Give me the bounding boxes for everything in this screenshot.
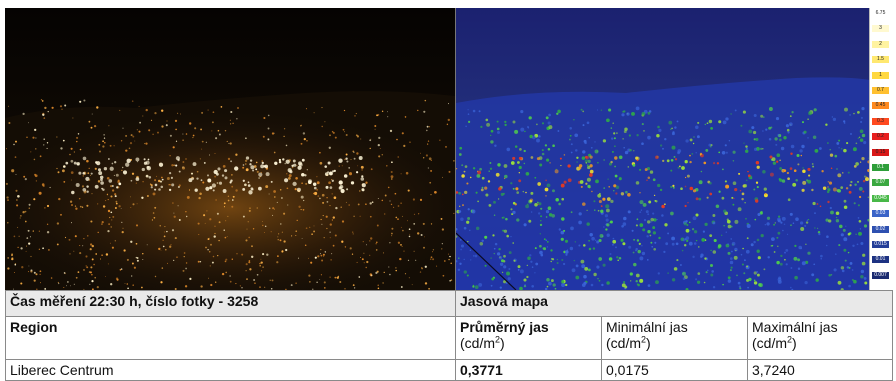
avg-unit-exp: 2	[495, 334, 501, 345]
avg-value-cell: 0,3771	[455, 359, 602, 381]
scale-label: 0.01	[872, 256, 889, 264]
images-row: 6.75 3 2 1.5 1 0.7 0.45 0.3 0.2 0.15 0.1 0.07 0.045 0…	[5, 8, 892, 290]
avg-column-label: Průměrný jas	[460, 319, 549, 335]
max-unit-suffix: )	[792, 335, 797, 351]
min-unit-exp: 2	[641, 334, 647, 345]
avg-unit: (cd/m2)	[460, 335, 505, 351]
max-column-header: Maximální jas (cd/m2)	[746, 316, 894, 360]
region-column-label: Region	[10, 319, 58, 335]
night-city-photo-image	[5, 8, 455, 290]
scale-label: 6.75	[872, 10, 889, 17]
scale-label: 3	[872, 25, 889, 33]
scale-label: 0.45	[872, 102, 889, 110]
scale-label: 0.7	[872, 87, 889, 94]
avg-unit-prefix: (cd/m	[460, 335, 495, 351]
scale-label: 0.015	[872, 241, 889, 248]
luminance-table: Čas měření 22:30 h, číslo fotky - 3258 J…	[5, 290, 894, 381]
avg-unit-suffix: )	[500, 335, 505, 351]
scale-label: 1.5	[872, 56, 889, 64]
avg-column-header: Průměrný jas (cd/m2)	[455, 316, 602, 360]
scale-label: 0.007	[872, 271, 889, 279]
max-value-cell: 3,7240	[746, 359, 894, 381]
min-column-label: Minimální jas	[606, 319, 688, 335]
scale-label: 0.07	[872, 179, 889, 187]
min-unit: (cd/m2)	[606, 335, 651, 351]
region-cell: Liberec Centrum	[5, 359, 456, 381]
max-unit-exp: 2	[787, 334, 793, 345]
min-column-header: Minimální jas (cd/m2)	[601, 316, 748, 360]
min-unit-prefix: (cd/m	[606, 335, 641, 351]
scale-label: 0.2	[872, 133, 889, 141]
scale-label: 0.15	[872, 148, 889, 156]
max-unit: (cd/m2)	[752, 335, 797, 351]
luminance-map-image	[455, 8, 870, 290]
night-city-photo	[5, 8, 455, 290]
scale-label: 2	[872, 40, 889, 48]
scale-label: 0.1	[872, 164, 889, 171]
min-unit-suffix: )	[646, 335, 651, 351]
scale-label: 0.045	[872, 194, 889, 202]
luminance-scale-legend: 6.75 3 2 1.5 1 0.7 0.45 0.3 0.2 0.15 0.1 0.07 0.045 0…	[869, 8, 892, 290]
scale-label: 1	[872, 71, 889, 79]
scale-label: 0.3	[872, 117, 889, 125]
min-value-cell: 0,0175	[601, 359, 748, 381]
photo-header-cell: Čas měření 22:30 h, číslo fotky - 3258	[5, 290, 456, 317]
max-column-label: Maximální jas	[752, 319, 838, 335]
luminance-map: 6.75 3 2 1.5 1 0.7 0.45 0.3 0.2 0.15 0.1 0.07 0.045 0…	[454, 8, 892, 290]
map-header-cell: Jasová mapa	[454, 290, 894, 317]
scale-label: 0.02	[872, 225, 889, 233]
scale-label: 0.03	[872, 210, 889, 218]
column-header-row: Region Průměrný jas (cd/m2) Minimální ja…	[5, 316, 894, 360]
region-column-header: Region	[5, 316, 456, 360]
table-header-row: Čas měření 22:30 h, číslo fotky - 3258 J…	[5, 290, 894, 317]
table-row: Liberec Centrum 0,3771 0,0175 3,7240	[5, 359, 894, 381]
max-unit-prefix: (cd/m	[752, 335, 787, 351]
